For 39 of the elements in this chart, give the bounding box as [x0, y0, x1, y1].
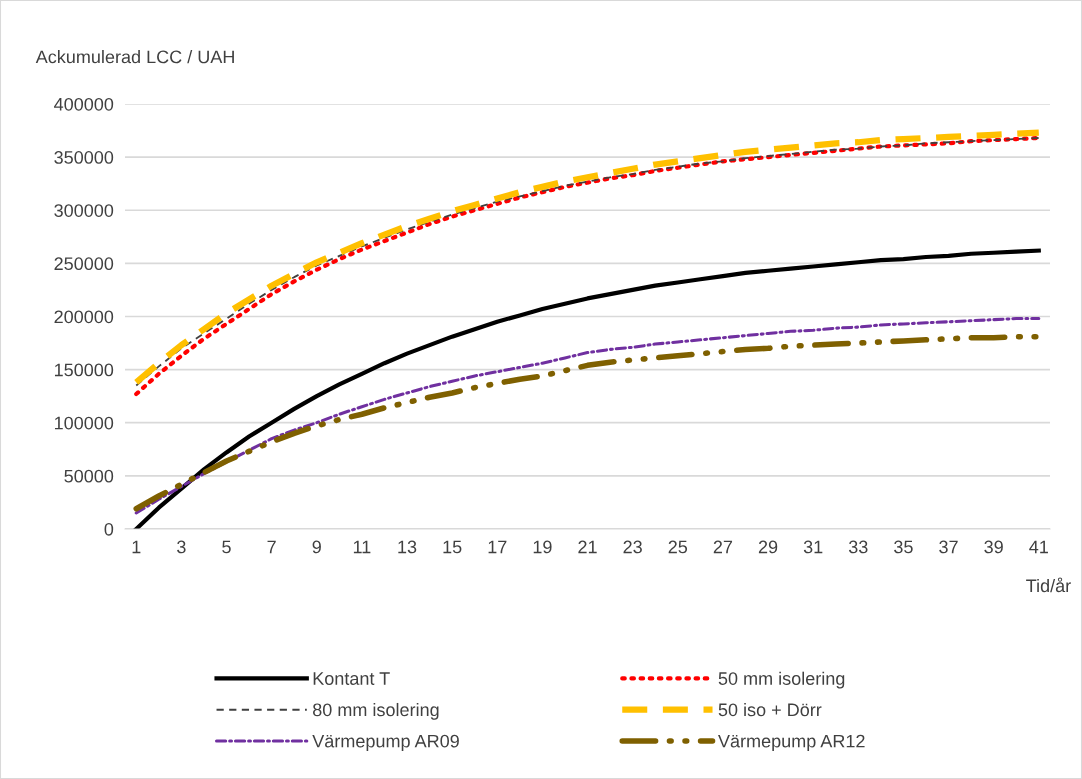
y-axis-title: Ackumulerad LCC / UAH [35, 50, 234, 64]
line-series [134, 248, 1041, 529]
x-tick-label: 9 [312, 540, 321, 554]
y-tick-label: 0 [104, 522, 114, 536]
x-tick-label: 41 [1029, 540, 1048, 554]
x-tick-label: 35 [894, 540, 913, 554]
x-tick-label: 39 [984, 540, 1003, 554]
legend-label: 50 mm isolering [718, 671, 845, 689]
x-tick-label: 1 [132, 540, 141, 554]
legend-label: 80 mm isolering [313, 702, 439, 720]
y-tick-label: 300000 [54, 204, 114, 217]
y-tick-label: 100000 [54, 416, 114, 430]
x-tick-label: 17 [488, 540, 507, 554]
y-tick-label: 150000 [54, 363, 114, 377]
x-tick-label: 19 [533, 540, 552, 554]
y-tick-label: 400000 [54, 97, 114, 111]
legend-label: 50 iso + Dörr [718, 702, 822, 717]
x-tick-label: 15 [443, 540, 462, 554]
y-tick-label: 200000 [54, 310, 114, 324]
x-tick-label: 13 [398, 540, 417, 554]
y-tick-label: 350000 [54, 151, 114, 164]
x-tick-label: 5 [222, 540, 231, 554]
legend-label: Kontant T [313, 672, 390, 685]
x-tick-label: 11 [353, 540, 371, 554]
x-tick-label: 37 [939, 540, 958, 554]
legend-label: Värmepump AR09 [312, 734, 459, 752]
x-axis-title: Tid/år [1026, 577, 1071, 593]
legend-label: Värmepump AR12 [718, 734, 865, 752]
x-tick-label: 23 [623, 540, 642, 554]
x-tick-label: 3 [177, 540, 186, 554]
y-tick-label: 250000 [54, 257, 114, 271]
x-tick-label: 29 [758, 540, 778, 554]
y-tick-label: 50000 [64, 469, 114, 483]
x-tick-label: 21 [578, 540, 597, 554]
x-tick-label: 33 [848, 540, 868, 554]
x-tick-label: 25 [668, 540, 688, 554]
x-tick-label: 7 [267, 540, 276, 554]
x-tick-label: 31 [803, 540, 823, 554]
x-tick-label: 27 [713, 540, 733, 554]
